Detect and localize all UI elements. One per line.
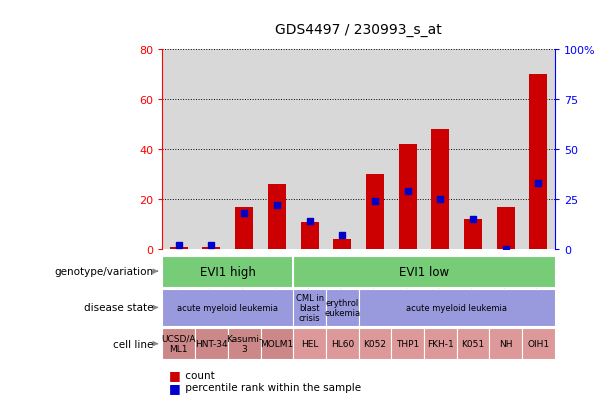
Text: cell line: cell line [113,339,153,349]
Bar [268,185,286,250]
Bar [202,247,221,250]
Text: HL60: HL60 [330,339,354,348]
Text: acute myeloid leukemia: acute myeloid leukemia [177,303,278,312]
Bar [333,240,351,250]
Text: K051: K051 [462,339,485,348]
Text: ■: ■ [169,381,180,394]
Bar [497,207,515,250]
Text: EVI1 high: EVI1 high [200,265,256,278]
Bar [300,222,319,250]
Bar [366,175,384,250]
Text: FKH-1: FKH-1 [427,339,454,348]
Text: erythrol
eukemia: erythrol eukemia [324,298,360,317]
Text: disease state: disease state [84,303,153,313]
Text: count: count [182,370,215,380]
Text: HEL: HEL [301,339,318,348]
Text: K052: K052 [364,339,386,348]
Text: MOLM1: MOLM1 [261,339,294,348]
Bar [530,75,547,250]
Text: GDS4497 / 230993_s_at: GDS4497 / 230993_s_at [275,23,442,37]
Text: percentile rank within the sample: percentile rank within the sample [182,382,361,392]
Text: Kasumi-
3: Kasumi- 3 [226,334,262,354]
Bar [398,145,417,250]
Text: HNT-34: HNT-34 [195,339,228,348]
Bar [432,130,449,250]
Text: genotype/variation: genotype/variation [54,266,153,277]
Text: acute myeloid leukemia: acute myeloid leukemia [406,303,507,312]
Text: THP1: THP1 [396,339,419,348]
Text: EVI1 low: EVI1 low [399,265,449,278]
Text: CML in
blast
crisis: CML in blast crisis [295,293,324,323]
Text: NH: NH [499,339,512,348]
Text: OIH1: OIH1 [527,339,549,348]
Bar [235,207,253,250]
Bar [170,247,188,250]
Text: ■: ■ [169,368,180,382]
Text: UCSD/A
ML1: UCSD/A ML1 [162,334,196,354]
Bar [464,220,482,250]
